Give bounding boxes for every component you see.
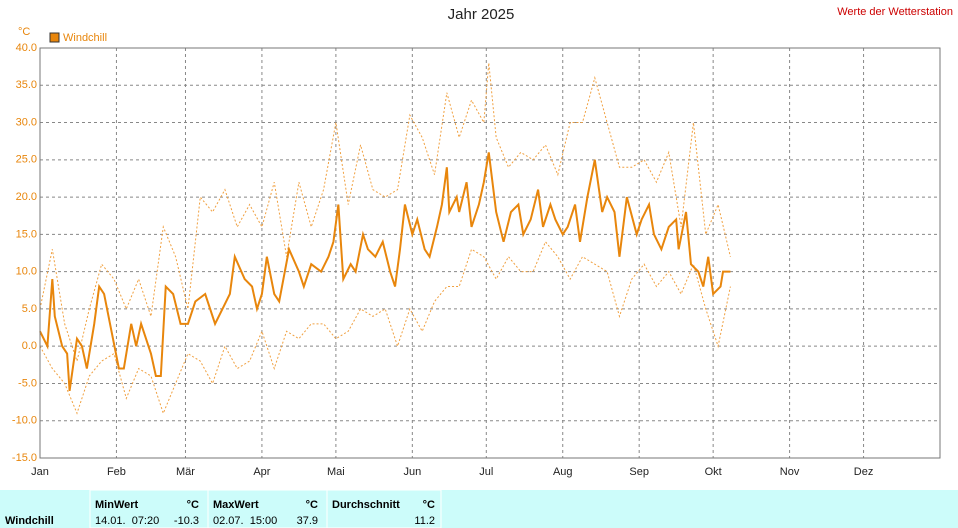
x-tick-label: Dez xyxy=(854,466,874,478)
cell-time: 14.01. 07:20 xyxy=(95,515,159,527)
y-tick-label: 0.0 xyxy=(22,340,37,352)
x-tick-label: Jul xyxy=(479,466,493,478)
cell-value: -10.3 xyxy=(174,515,199,527)
range-line xyxy=(39,240,731,415)
y-tick-label: 15.0 xyxy=(16,228,37,240)
x-tick-label: Mär xyxy=(176,466,195,478)
y-unit: °C xyxy=(18,26,30,38)
y-tick-label: 10.0 xyxy=(16,266,37,278)
column-header: Durchschnitt xyxy=(332,499,400,511)
y-tick-label: 25.0 xyxy=(16,154,37,166)
range-line xyxy=(39,62,731,363)
y-tick-label: -5.0 xyxy=(18,377,37,389)
x-tick-label: Feb xyxy=(107,466,126,478)
table-cells xyxy=(89,489,442,528)
x-tick-label: Apr xyxy=(253,466,270,478)
x-tick-label: Nov xyxy=(780,466,800,478)
cell-value: 11.2 xyxy=(414,515,435,527)
cell-time: 02.07. 15:00 xyxy=(213,515,277,527)
x-tick-label: Mai xyxy=(327,466,345,478)
data-line xyxy=(39,152,731,392)
legend-swatch xyxy=(49,32,60,43)
plot-border xyxy=(39,47,941,459)
x-tick-label: Jan xyxy=(31,466,49,478)
x-tick-label: Okt xyxy=(705,466,722,478)
row-label: Windchill xyxy=(5,515,54,527)
y-tick-label: 20.0 xyxy=(16,191,37,203)
column-unit: °C xyxy=(423,499,435,511)
y-tick-label: -10.0 xyxy=(12,415,37,427)
y-tick-label: 40.0 xyxy=(16,42,37,54)
x-tick-label: Aug xyxy=(553,466,573,478)
legend-label: Windchill xyxy=(63,32,107,44)
chart-title: Jahr 2025 xyxy=(448,6,515,23)
x-tick-label: Sep xyxy=(629,466,649,478)
y-tick-label: -15.0 xyxy=(12,452,37,464)
y-tick-label: 30.0 xyxy=(16,116,37,128)
column-unit: °C xyxy=(306,499,318,511)
y-tick-label: 35.0 xyxy=(16,79,37,91)
x-tick-label: Jun xyxy=(403,466,421,478)
column-unit: °C xyxy=(187,499,199,511)
column-header: MinWert xyxy=(95,499,139,511)
column-header: MaxWert xyxy=(213,499,259,511)
source-label: Werte der Wetterstation xyxy=(837,6,953,18)
y-tick-label: 5.0 xyxy=(22,303,37,315)
cell-value: 37.9 xyxy=(297,515,318,527)
